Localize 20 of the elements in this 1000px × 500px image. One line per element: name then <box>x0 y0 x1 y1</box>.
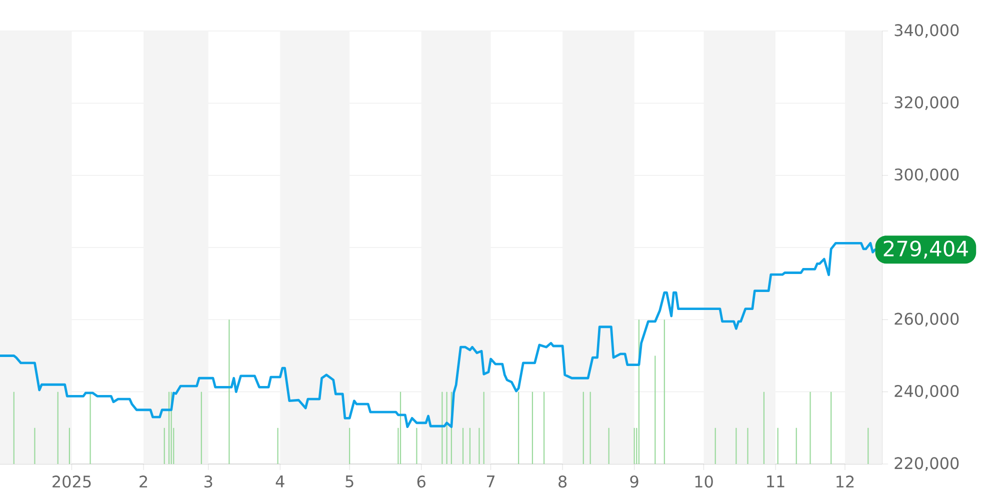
annotation: 279,404 <box>884 240 968 259</box>
y-tick-label: 240,000 <box>894 384 959 399</box>
x-tick-label: 4 <box>276 476 284 488</box>
x-tick-label: 2 <box>140 476 148 488</box>
y-tick-label: 260,000 <box>894 312 959 327</box>
x-tick-label: 6 <box>417 476 426 488</box>
x-tick-label: 8 <box>558 476 567 488</box>
y-tick-label: 220,000 <box>894 457 959 471</box>
y-tick-label: 340,000 <box>894 24 959 38</box>
x-tick-label: 11 <box>767 476 784 488</box>
y-tick-label: 320,000 <box>894 96 959 110</box>
x-tick-label: 10 <box>695 476 713 488</box>
x-tick-label: 7 <box>487 476 495 488</box>
x-tick-label: 2025 <box>52 476 91 488</box>
x-tick-label: 9 <box>630 476 638 488</box>
x-tick-label: 3 <box>204 476 212 488</box>
x-tick-label: 12 <box>836 476 854 488</box>
x-tick-label: 5 <box>346 476 354 488</box>
line-series <box>0 242 876 428</box>
y-tick-label: 300,000 <box>894 168 959 182</box>
